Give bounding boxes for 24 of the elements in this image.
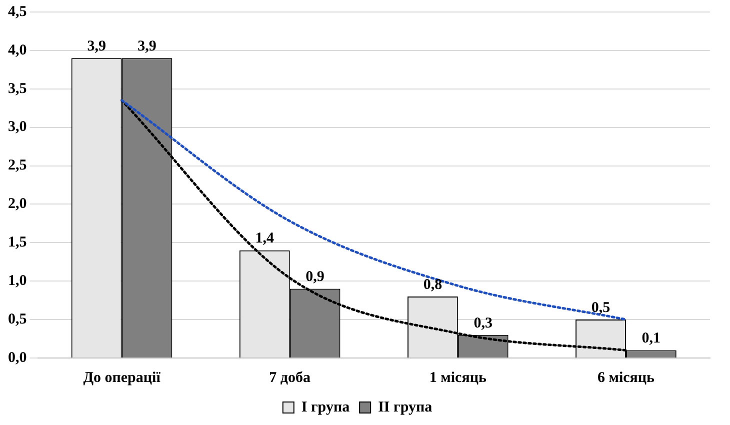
y-tick-label: 1,5 — [8, 234, 27, 251]
data-label: 0,1 — [642, 330, 661, 347]
data-label: 3,9 — [87, 38, 106, 55]
data-label: 0,5 — [591, 300, 610, 316]
data-label: 0,9 — [306, 269, 324, 286]
x-tick-label: 6 місяць — [597, 370, 655, 386]
y-tick-label: 3,0 — [8, 119, 27, 136]
x-tick-label: 7 доба — [269, 370, 312, 386]
data-label: 0,3 — [474, 315, 492, 332]
y-tick-label: 4,5 — [8, 4, 27, 20]
data-label: 1,4 — [255, 230, 275, 247]
y-tick-label: 3,5 — [8, 80, 27, 97]
y-tick-label: 0,5 — [8, 311, 27, 328]
legend-label: I група — [301, 399, 350, 416]
y-tick-label: 2,5 — [8, 158, 27, 174]
legend-label: II група — [378, 399, 433, 416]
y-tick-label: 4,0 — [8, 42, 27, 58]
x-tick-label: До операції — [83, 370, 162, 386]
data-label: 0,8 — [423, 276, 442, 293]
data-label: 3,9 — [138, 38, 156, 55]
x-tick-label: 1 місяць — [429, 370, 486, 386]
y-tick-label: 1,0 — [8, 272, 27, 289]
y-tick-label: 2,0 — [8, 196, 27, 212]
y-tick-label: 0,0 — [8, 350, 27, 366]
